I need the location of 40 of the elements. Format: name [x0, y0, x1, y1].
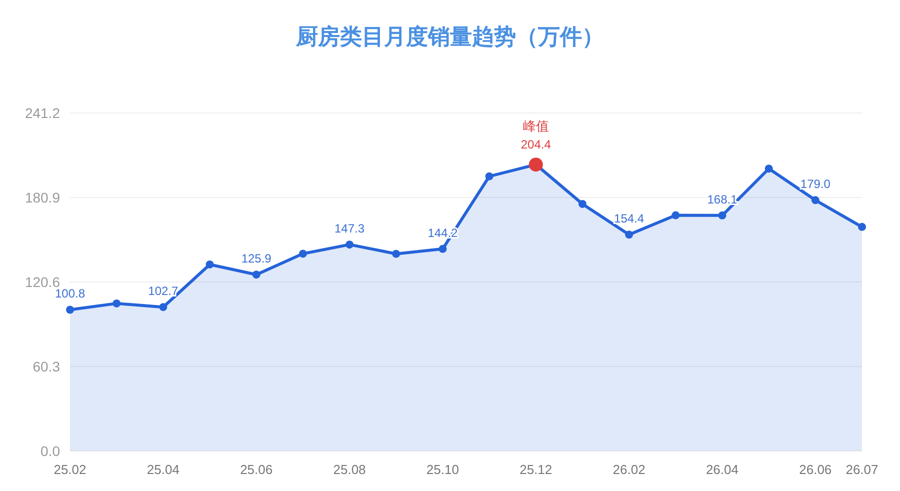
point [811, 196, 820, 204]
y-tick-label: 241.2 [24, 105, 60, 121]
x-tick-label: 25.12 [520, 462, 552, 477]
point [252, 270, 260, 279]
data-label: 147.3 [334, 222, 365, 236]
data-label: 154.4 [614, 212, 644, 226]
point [718, 211, 726, 220]
data-label: 102.7 [148, 284, 179, 298]
data-label: 125.9 [241, 252, 272, 266]
y-tick-label: 180.9 [24, 190, 60, 206]
point [346, 240, 354, 249]
point [66, 306, 74, 314]
data-label: 179.0 [800, 177, 831, 192]
x-tick-label: 26.02 [612, 462, 646, 477]
point [298, 250, 307, 258]
point [438, 244, 447, 253]
annotation: 峰值 [522, 118, 549, 134]
x-tick-label: 25.08 [333, 462, 366, 477]
y-tick-label: 0.0 [40, 443, 60, 459]
x-tick-label: 25.02 [54, 462, 86, 477]
point [578, 200, 586, 208]
x-tick-label: 25.04 [146, 462, 180, 477]
point [858, 222, 866, 231]
x-tick-label: 26.06 [799, 462, 832, 477]
point [206, 260, 214, 268]
point [392, 250, 400, 258]
data-label: 204.4 [520, 138, 552, 152]
x-tick-label: 26.07 [846, 462, 878, 477]
x-tick-label: 26.04 [706, 462, 739, 477]
point [672, 211, 680, 220]
data-label: 168.1 [707, 192, 738, 206]
point [485, 172, 494, 180]
point [625, 230, 634, 239]
point [159, 303, 168, 312]
y-tick-label: 60.3 [32, 358, 60, 374]
x-tick-label: 25.10 [426, 462, 459, 477]
point [112, 299, 121, 308]
x-tick-label: 25.06 [240, 462, 273, 477]
point [764, 164, 773, 173]
chart-title: 厨房类目月度销量趋势（万件） [295, 24, 604, 49]
